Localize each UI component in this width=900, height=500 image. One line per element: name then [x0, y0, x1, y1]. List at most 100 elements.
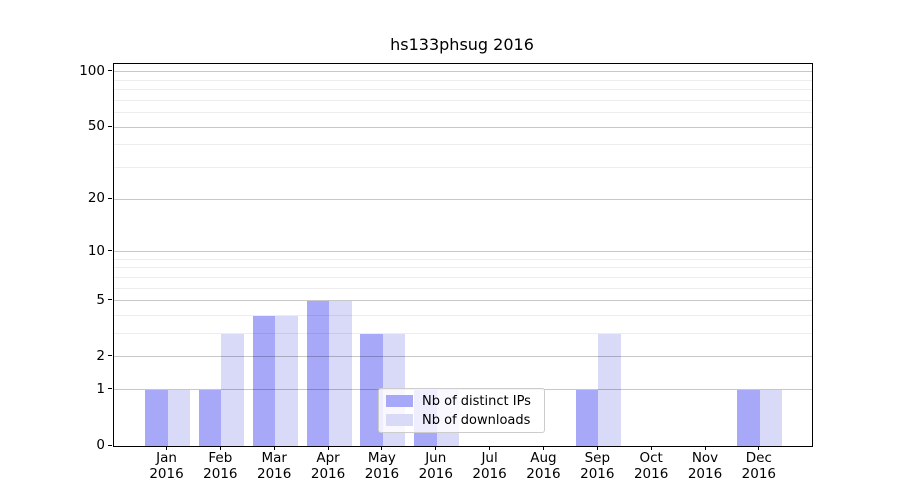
y-tick	[108, 125, 112, 127]
plot-area	[113, 63, 813, 447]
x-tick-label-line: Jun	[425, 450, 447, 466]
y-tick	[108, 388, 112, 390]
x-tick-label-line: 2016	[741, 465, 777, 482]
gridline-major	[114, 251, 812, 253]
x-tick	[650, 446, 652, 450]
y-tick	[108, 250, 112, 252]
x-tick-label-line: 2016	[149, 465, 184, 482]
x-tick-label-line: 2016	[257, 465, 292, 482]
x-tick-label-line: Mar	[261, 450, 287, 466]
y-tick-label: 5	[96, 291, 105, 308]
gridline-minor	[114, 79, 812, 81]
x-tick-label-line: 2016	[687, 465, 723, 482]
y-tick-label: 20	[87, 190, 105, 207]
x-tick-label: Feb 2016	[188, 450, 252, 482]
x-tick-label-line: 2016	[364, 465, 400, 482]
x-tick-label: Jun 2016	[404, 450, 468, 482]
bar-downloads	[598, 333, 621, 446]
x-tick	[327, 446, 329, 450]
gridline-major	[114, 356, 812, 358]
x-tick-label-line: Dec	[745, 450, 772, 466]
y-tick-label: 50	[87, 118, 105, 135]
x-tick-label: Nov 2016	[673, 450, 737, 482]
bar-downloads	[329, 300, 352, 446]
gridline-minor	[114, 112, 812, 114]
x-tick-label-line: Jan	[156, 450, 177, 466]
gridline-minor	[114, 315, 812, 317]
x-tick-label-line: Aug	[530, 450, 557, 466]
bar-distinct-ips	[360, 333, 383, 446]
gridline-minor	[114, 89, 812, 91]
x-tick	[596, 446, 598, 450]
x-tick-label: Sep 2016	[565, 450, 629, 482]
legend-swatch-distinct-ips	[386, 395, 413, 407]
gridline-major	[114, 71, 812, 73]
bar-distinct-ips	[737, 389, 760, 446]
x-tick	[381, 446, 383, 450]
x-tick-label-line: Sep	[584, 450, 611, 466]
x-tick-label: Jul 2016	[458, 450, 522, 482]
x-tick-label-line: 2016	[526, 465, 561, 482]
x-tick-label-line: 2016	[310, 465, 346, 482]
x-tick	[219, 446, 221, 450]
gridline-minor	[114, 167, 812, 169]
x-tick-label: Aug 2016	[511, 450, 575, 482]
gridline-minor	[114, 287, 812, 289]
x-tick-label-line: 2016	[418, 465, 453, 482]
x-tick	[704, 446, 706, 450]
x-tick-label: Dec 2016	[727, 450, 791, 482]
y-tick-label: 2	[96, 347, 105, 364]
y-tick	[108, 355, 112, 357]
gridline-minor	[114, 333, 812, 335]
bar-downloads	[167, 389, 190, 446]
gridline-major	[114, 300, 812, 302]
bar-distinct-ips	[198, 389, 222, 446]
x-tick-label: Jan 2016	[135, 450, 199, 482]
chart-title: hs133phsug 2016	[390, 35, 534, 54]
gridline-minor	[114, 258, 812, 260]
legend-label-distinct-ips: Nb of distinct IPs	[422, 393, 531, 409]
x-tick-label: Oct 2016	[619, 450, 683, 482]
y-tick	[108, 70, 112, 72]
legend-swatch-downloads	[386, 414, 413, 426]
bar-distinct-ips	[575, 389, 599, 446]
legend: Nb of distinct IPs Nb of downloads	[378, 388, 545, 433]
gridline-major	[114, 126, 812, 128]
x-tick-label-line: Oct	[639, 450, 663, 466]
x-tick-label: Apr 2016	[296, 450, 360, 482]
y-tick	[108, 444, 112, 446]
x-tick	[166, 446, 167, 450]
y-tick-label: 10	[87, 242, 105, 259]
x-tick	[542, 446, 544, 450]
gridline-minor	[114, 144, 812, 146]
bar-downloads	[759, 389, 783, 446]
x-tick	[273, 446, 275, 450]
bar-downloads	[221, 333, 244, 446]
x-tick-label-line: 2016	[580, 465, 615, 482]
gridline-minor	[114, 99, 812, 101]
x-tick-label: May 2016	[350, 450, 414, 482]
bar-distinct-ips	[145, 389, 168, 446]
x-tick-label: Mar 2016	[242, 450, 306, 482]
bar-downloads	[275, 315, 298, 446]
x-tick-label-line: 2016	[203, 465, 238, 482]
legend-item-downloads: Nb of downloads	[386, 413, 537, 428]
bar-distinct-ips	[252, 315, 276, 446]
x-tick-label-line: Jul	[481, 450, 498, 466]
y-tick-label: 0	[96, 437, 105, 453]
y-tick	[108, 299, 112, 301]
x-tick	[489, 446, 491, 450]
bar-distinct-ips	[306, 300, 330, 446]
x-tick	[435, 446, 437, 450]
gridline-minor	[114, 276, 812, 278]
x-tick-label-line: Apr	[316, 450, 340, 466]
y-tick-label: 1	[96, 380, 105, 397]
gridline-minor	[114, 267, 812, 269]
x-tick-label-line: Nov	[691, 450, 719, 466]
y-tick-label: 100	[79, 62, 105, 79]
legend-item-distinct-ips: Nb of distinct IPs	[386, 394, 537, 409]
x-tick-label-line: Feb	[208, 450, 233, 466]
x-tick-label-line: 2016	[633, 465, 669, 482]
x-tick-label-line: May	[367, 450, 396, 466]
